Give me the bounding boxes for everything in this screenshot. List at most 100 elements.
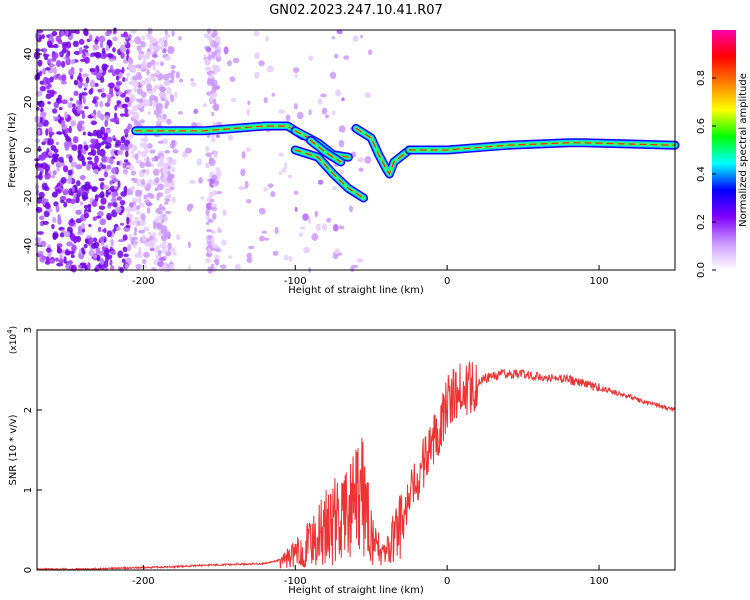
- noise-speck: [156, 215, 161, 221]
- noise-speck: [155, 44, 161, 52]
- noise-speck: [246, 199, 252, 204]
- noise-speck: [111, 167, 118, 175]
- noise-speck: [60, 30, 65, 37]
- noise-speck: [94, 142, 101, 150]
- noise-speck: [278, 171, 283, 175]
- noise-speck: [157, 77, 162, 81]
- noise-speck: [112, 138, 117, 142]
- ridge-core: [309, 139, 342, 163]
- noise-speck: [133, 226, 138, 233]
- noise-speck: [83, 82, 89, 88]
- ridge-core: [135, 125, 304, 137]
- noise-speck: [334, 248, 340, 255]
- noise-speck: [87, 132, 94, 137]
- noise-speck: [205, 208, 210, 217]
- noise-speck: [78, 47, 83, 55]
- noise-speck: [167, 158, 173, 166]
- noise-speck: [132, 111, 140, 120]
- x-tick-label: 0: [444, 576, 450, 587]
- noise-speck: [66, 241, 73, 247]
- noise-speck: [152, 237, 158, 243]
- noise-speck: [135, 210, 141, 215]
- noise-speck: [152, 221, 157, 230]
- noise-speck: [115, 81, 123, 86]
- noise-speck: [128, 39, 135, 44]
- noise-speck: [160, 43, 164, 52]
- noise-speck: [46, 208, 53, 213]
- noise-speck: [212, 98, 217, 105]
- x-tick-label: 100: [590, 576, 609, 587]
- noise-speck: [317, 98, 323, 105]
- noise-speck: [68, 125, 72, 134]
- noise-speck: [138, 52, 145, 59]
- y-tick-label: 1: [23, 487, 34, 493]
- noise-speck: [101, 63, 108, 71]
- noise-speck: [44, 172, 51, 180]
- noise-speck: [98, 205, 106, 210]
- noise-speck: [89, 80, 96, 88]
- noise-speck: [62, 44, 67, 50]
- noise-speck: [216, 67, 221, 73]
- noise-speck: [70, 161, 78, 168]
- noise-speck: [109, 258, 113, 266]
- noise-speck: [258, 60, 265, 67]
- noise-speck: [105, 136, 113, 143]
- noise-speck: [166, 86, 172, 95]
- noise-speck: [221, 239, 227, 246]
- noise-speck: [81, 161, 87, 167]
- noise-speck: [165, 100, 170, 107]
- noise-speck: [112, 36, 118, 42]
- noise-speck: [206, 228, 212, 233]
- noise-speck: [139, 79, 147, 86]
- noise-speck: [138, 51, 145, 55]
- noise-speck: [47, 151, 54, 156]
- noise-speck: [104, 119, 109, 127]
- noise-speck: [53, 43, 59, 49]
- noise-speck: [151, 231, 157, 238]
- noise-speck: [122, 77, 126, 83]
- noise-speck: [162, 114, 167, 119]
- noise-speck: [162, 262, 168, 270]
- noise-speck: [67, 169, 73, 176]
- colorbar-gradient: [712, 30, 736, 270]
- noise-speck: [143, 264, 147, 269]
- noise-speck: [133, 231, 137, 236]
- noise-speck: [191, 122, 198, 128]
- noise-speck: [45, 201, 50, 207]
- noise-speck: [53, 148, 59, 154]
- noise-speck: [86, 156, 93, 161]
- noise-speck: [106, 93, 112, 99]
- noise-speck: [141, 150, 147, 158]
- noise-speck: [58, 258, 64, 265]
- noise-speck: [164, 165, 169, 173]
- noise-speck: [122, 246, 128, 253]
- noise-speck: [83, 243, 88, 249]
- noise-speck: [308, 55, 314, 61]
- noise-speck: [211, 212, 217, 220]
- noise-speck: [198, 177, 204, 184]
- noise-speck: [72, 235, 78, 244]
- noise-speck: [130, 220, 138, 225]
- noise-speck: [114, 105, 118, 111]
- noise-speck: [155, 69, 161, 76]
- noise-speck: [82, 149, 87, 155]
- noise-speck: [238, 186, 244, 191]
- noise-speck: [103, 184, 109, 190]
- noise-speck: [39, 70, 43, 77]
- noise-speck: [331, 110, 336, 116]
- noise-speck: [207, 247, 212, 254]
- noise-speck: [207, 54, 213, 61]
- noise-speck: [103, 260, 109, 268]
- noise-speck: [146, 90, 154, 95]
- snr-panel: -200 -100 0 100 0 1 2 3 Height of straight lin…: [6, 326, 676, 596]
- noise-speck: [167, 242, 172, 251]
- noise-speck: [44, 260, 51, 265]
- noise-speck: [157, 250, 162, 256]
- noise-speck: [146, 68, 150, 76]
- noise-speck: [37, 122, 43, 128]
- noise-speck: [57, 214, 61, 220]
- noise-speck: [253, 30, 260, 37]
- noise-speck: [39, 117, 43, 124]
- noise-speck: [77, 187, 85, 194]
- noise-speck: [51, 223, 55, 230]
